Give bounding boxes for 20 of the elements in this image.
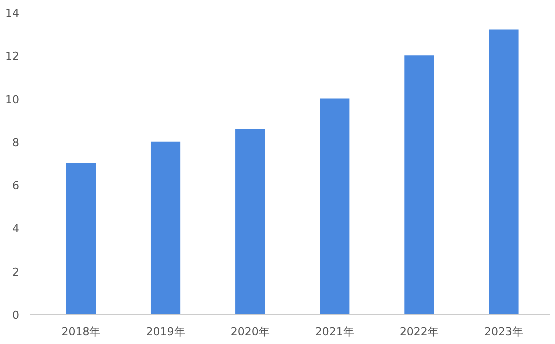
bar bbox=[320, 98, 350, 314]
x-tick-label: 2018年 bbox=[62, 326, 101, 338]
x-tick-label: 2021年 bbox=[315, 326, 354, 338]
y-tick-label: 12 bbox=[6, 50, 20, 64]
bar bbox=[66, 164, 96, 314]
y-tick-label: 8 bbox=[12, 136, 20, 150]
x-tick-label: 2020年 bbox=[230, 326, 270, 338]
x-tick-label: 2022年 bbox=[400, 326, 439, 338]
y-tick-label: 14 bbox=[6, 7, 20, 20]
bar bbox=[236, 128, 266, 314]
y-tick-label: 10 bbox=[6, 93, 20, 106]
x-tick-label: 2023年 bbox=[484, 326, 524, 338]
bar bbox=[150, 142, 181, 314]
y-tick-label: 6 bbox=[12, 180, 20, 193]
y-tick-label: 2 bbox=[12, 266, 20, 279]
bar bbox=[404, 56, 434, 314]
x-tick-label: 2019年 bbox=[146, 326, 186, 338]
bar bbox=[489, 30, 519, 314]
y-tick-label: 4 bbox=[12, 222, 20, 236]
y-tick-label: 0 bbox=[12, 309, 20, 322]
